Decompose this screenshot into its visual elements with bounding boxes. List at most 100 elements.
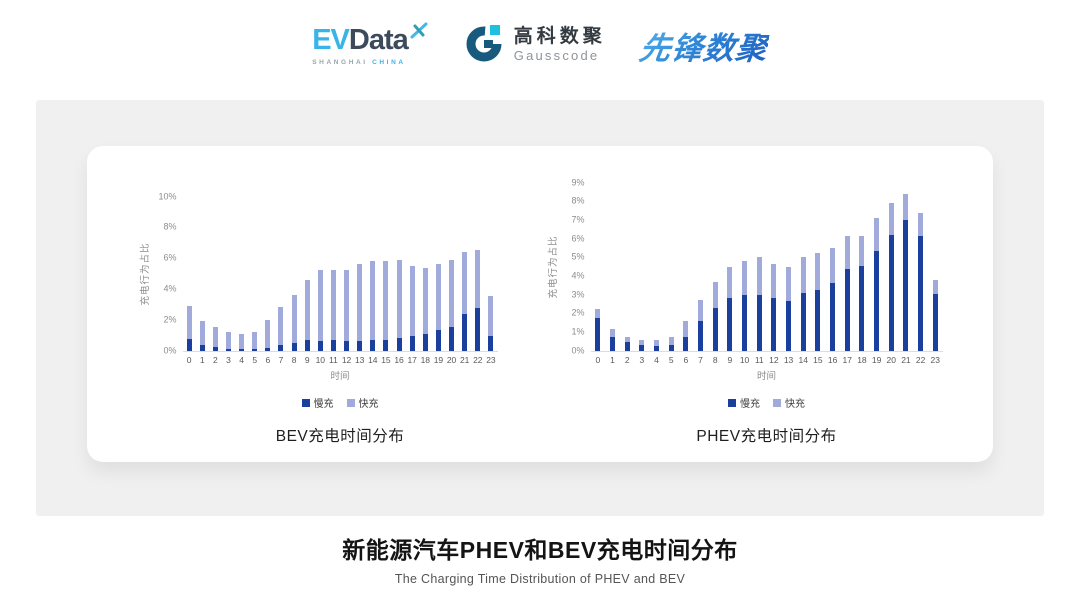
bar-column bbox=[484, 197, 497, 351]
charts-card: 充电行为占比 0% 2% 4% 6% 8% 10% 0 1 2 3 4 5 6 7 8 9 10 11 12 13 1… bbox=[87, 146, 993, 462]
y-tick-label: 4% bbox=[571, 270, 585, 281]
bar-column bbox=[913, 183, 928, 351]
y-tick-label: 9% bbox=[571, 177, 585, 187]
x-tick-label: 19 bbox=[433, 354, 444, 365]
bar-column bbox=[825, 183, 840, 351]
bar-segment-快充 bbox=[932, 279, 938, 294]
x-tick-label: 11 bbox=[329, 354, 338, 365]
y-tick-label: 3% bbox=[571, 289, 585, 299]
x-tick-label: 1 bbox=[199, 354, 205, 365]
bar-column bbox=[327, 197, 340, 351]
bar-segment-慢充 bbox=[903, 219, 909, 351]
bar-column bbox=[366, 197, 379, 351]
bar-segment-快充 bbox=[435, 264, 441, 331]
bar-segment-慢充 bbox=[639, 344, 645, 351]
legend-swatch bbox=[346, 398, 355, 407]
bar-column bbox=[664, 183, 679, 351]
bar-segment-快充 bbox=[859, 235, 865, 266]
x-tick-label: 10 bbox=[739, 354, 750, 365]
bar-segment-快充 bbox=[903, 193, 909, 220]
x-tick-label: 13 bbox=[354, 354, 365, 365]
phev-chart: 充电行为占比 0% 1% 2% 3% 4% 5% 6% 7% 8% 9% 0 1 2 3 4 5 6 7 8 9 10… bbox=[546, 178, 943, 447]
evdata-logo-data: Data bbox=[348, 23, 409, 56]
y-tick-label: 4% bbox=[163, 283, 177, 294]
bar-column bbox=[419, 197, 432, 351]
bar-segment-快充 bbox=[344, 269, 350, 342]
bar-segment-快充 bbox=[727, 266, 733, 299]
x-tick-label: 17 bbox=[842, 354, 852, 365]
bar-segment-快充 bbox=[918, 213, 924, 236]
y-axis-title: 充电行为占比 bbox=[548, 234, 559, 299]
bar-segment-慢充 bbox=[252, 348, 258, 351]
bar-segment-慢充 bbox=[199, 345, 205, 351]
x-tick-label: 10 bbox=[315, 354, 326, 365]
footer: 新能源汽车PHEV和BEV充电时间分布 The Charging Time Di… bbox=[0, 531, 1080, 586]
x-tick-label: 17 bbox=[407, 354, 417, 365]
bar-segment-慢充 bbox=[800, 292, 806, 351]
bar-segment-快充 bbox=[800, 257, 806, 293]
bar-column bbox=[723, 183, 738, 351]
bar-column bbox=[235, 197, 248, 351]
bar-segment-慢充 bbox=[435, 330, 441, 351]
bar-column bbox=[708, 183, 723, 351]
bar-segment-慢充 bbox=[212, 347, 218, 351]
bar-segment-慢充 bbox=[786, 301, 792, 351]
bar-column bbox=[620, 183, 635, 351]
header-logo-row: EV Data SHANGHAI CHINA 高科数聚 Gausscode bbox=[0, 22, 1080, 69]
bar-segment-快充 bbox=[199, 321, 205, 346]
legend: 慢充 快充 bbox=[183, 395, 498, 410]
bar-segment-慢充 bbox=[756, 294, 762, 351]
bar-segment-慢充 bbox=[370, 339, 376, 351]
bar-column bbox=[752, 183, 767, 351]
bar-column bbox=[649, 183, 664, 351]
evdata-logo: EV Data SHANGHAI CHINA bbox=[312, 22, 429, 66]
bar-segment-慢充 bbox=[291, 342, 297, 351]
bar-segment-慢充 bbox=[654, 345, 660, 351]
x-tick-label: 9 bbox=[304, 354, 310, 365]
bar-column bbox=[196, 197, 209, 351]
bar-column bbox=[899, 183, 914, 351]
bar-segment-慢充 bbox=[624, 342, 630, 351]
legend-label: 慢充 bbox=[313, 399, 334, 410]
x-tick-label: 22 bbox=[915, 354, 926, 365]
legend-item: 慢充 bbox=[728, 395, 760, 410]
x-tick-label: 9 bbox=[727, 354, 733, 365]
legend-label: 快充 bbox=[358, 399, 379, 410]
bar-column bbox=[635, 183, 650, 351]
bar-segment-快充 bbox=[475, 249, 481, 309]
bar-segment-慢充 bbox=[462, 313, 468, 351]
bar-column bbox=[314, 197, 327, 351]
x-tick-label: 18 bbox=[420, 354, 431, 365]
bar-segment-快充 bbox=[409, 265, 415, 336]
bar-segment-快充 bbox=[488, 295, 494, 336]
x-tick-label: 2 bbox=[624, 354, 630, 365]
bar-segment-快充 bbox=[186, 305, 192, 339]
chart-title: BEV充电时间分布 bbox=[275, 428, 405, 445]
x-tick-label: 16 bbox=[394, 354, 404, 365]
bar-segment-慢充 bbox=[330, 339, 336, 351]
bar-segment-慢充 bbox=[595, 317, 601, 351]
x-tick-label: 8 bbox=[291, 354, 297, 365]
bar-column bbox=[767, 183, 782, 351]
bar-segment-快充 bbox=[225, 332, 231, 349]
bar-segment-慢充 bbox=[304, 339, 310, 351]
x-tick-label: 0 bbox=[595, 354, 601, 365]
y-axis: 0% 1% 2% 3% 4% 5% 6% 7% 8% 9% bbox=[559, 178, 591, 355]
x-tick-label: 21 bbox=[901, 354, 911, 365]
y-tick-label: 1% bbox=[571, 326, 585, 337]
bar-segment-快充 bbox=[610, 329, 615, 337]
bar-segment-慢充 bbox=[932, 293, 938, 351]
gausscode-g-icon bbox=[463, 22, 505, 69]
bar-segment-慢充 bbox=[265, 348, 271, 351]
x-axis: 0 1 2 3 4 5 6 7 8 9 10 11 12 13 14 15 16 17 18 19 20 21 22 23 bbox=[183, 352, 498, 365]
bar-segment-慢充 bbox=[698, 320, 704, 351]
x-tick-label: 8 bbox=[712, 354, 718, 365]
bar-segment-慢充 bbox=[742, 294, 748, 351]
x-tick-label: 19 bbox=[871, 354, 882, 365]
plot-area bbox=[590, 183, 943, 352]
x-tick-label: 22 bbox=[473, 354, 483, 365]
bar-column bbox=[693, 183, 708, 351]
bar-segment-快充 bbox=[449, 259, 455, 327]
bev-chart: 充电行为占比 0% 2% 4% 6% 8% 10% 0 1 2 3 4 5 6 7 8 9 10 11 12 13 1… bbox=[138, 192, 498, 447]
bar-column bbox=[605, 183, 620, 351]
